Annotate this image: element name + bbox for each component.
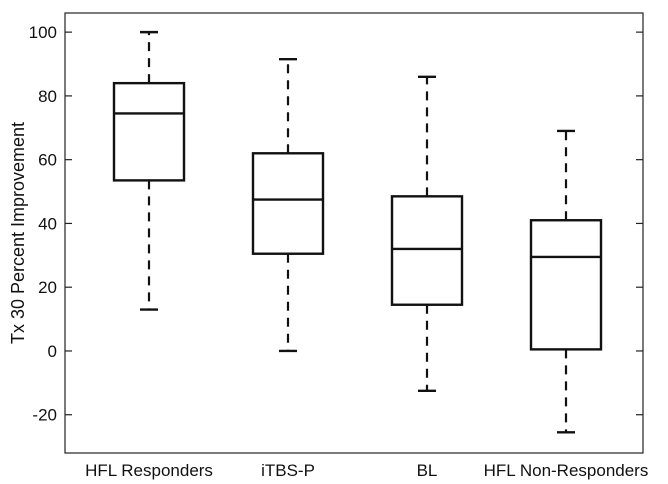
y-tick-label: 20 — [38, 278, 57, 297]
y-tick-label: 60 — [38, 151, 57, 170]
boxes-layer — [112, 30, 603, 434]
y-tick-label: 0 — [48, 342, 57, 361]
y-tick-label: 100 — [29, 23, 57, 42]
y-tick-label: 80 — [38, 87, 57, 106]
box-2 — [251, 58, 325, 353]
iqr-box — [529, 219, 603, 351]
iqr-box — [390, 195, 464, 306]
box-4 — [529, 129, 603, 434]
plot-frame — [64, 12, 644, 454]
x-axis: HFL Responders iTBS-P BL HFL Non-Responders — [85, 461, 648, 480]
x-category-label: BL — [417, 461, 438, 480]
box-3 — [390, 75, 464, 393]
x-category-label: HFL Non-Responders — [484, 461, 649, 480]
iqr-box — [251, 152, 325, 255]
box-1 — [112, 30, 186, 311]
x-category-label: HFL Responders — [85, 461, 213, 480]
y-tick-label: 40 — [38, 214, 57, 233]
iqr-box — [112, 81, 186, 182]
x-category-label: iTBS-P — [261, 461, 315, 480]
y-axis-title: Tx 30 Percent Improvement — [8, 122, 28, 344]
y-axis: -20 0 20 40 60 80 100 — [29, 23, 643, 425]
y-tick-label: -20 — [32, 406, 57, 425]
